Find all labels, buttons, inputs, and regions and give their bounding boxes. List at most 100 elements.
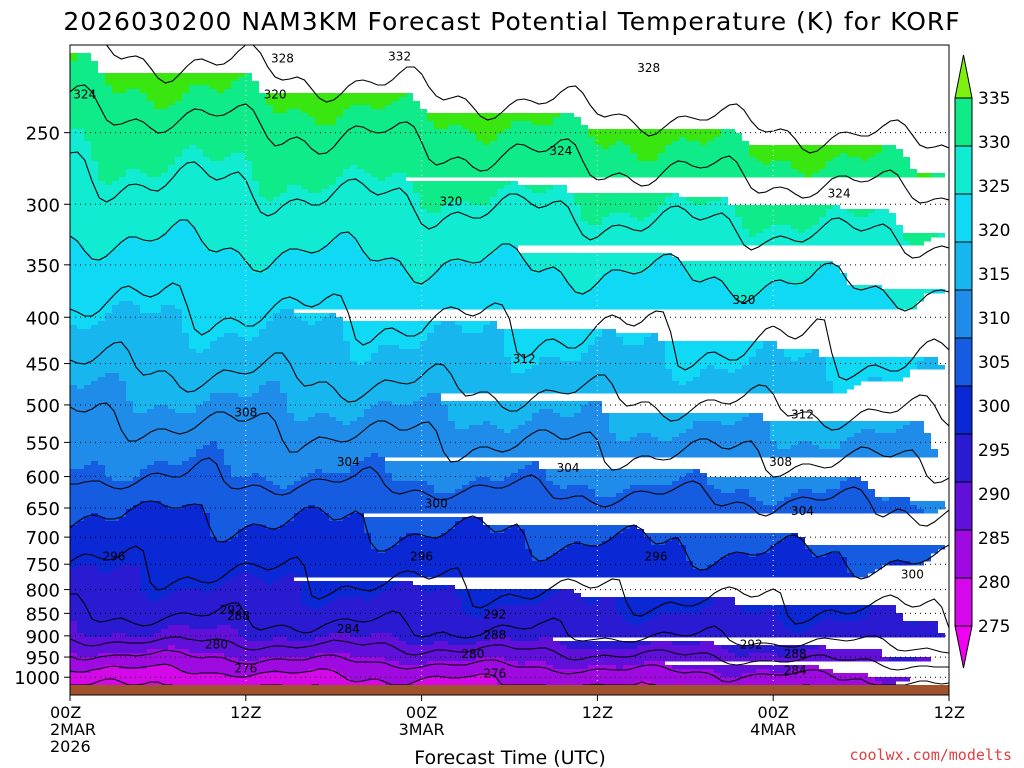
colorbar-label: 320	[978, 221, 1010, 241]
x-axis-label: Forecast Time (UTC)	[414, 747, 605, 768]
contour-line-276	[70, 678, 319, 685]
gridlines	[70, 45, 949, 685]
contour-line-308	[70, 402, 949, 484]
contour-label: 312	[513, 352, 536, 366]
contour-line-296	[70, 545, 949, 629]
contour-label: 304	[791, 504, 814, 518]
y-tick-label: 550	[26, 433, 60, 454]
contour-label: 284	[337, 622, 360, 636]
contour-line-324	[70, 151, 949, 259]
colorbar-label: 335	[978, 89, 1010, 109]
contour-label: 292	[220, 603, 243, 617]
colorbar-label: 305	[978, 353, 1010, 373]
y-tick-label: 900	[26, 627, 60, 648]
x-tick-label: 00Z	[758, 703, 789, 722]
credit-text: coolwx.com/modelts	[849, 746, 1012, 764]
contour-line-288	[70, 636, 949, 671]
colorbar-bin	[954, 481, 973, 531]
y-tick-label: 1000	[14, 668, 60, 689]
y-tick-label: 350	[26, 256, 60, 277]
colorbar-bin	[954, 289, 973, 339]
contour-labels: 328 332 328 324 320 324 320 324 320 312 308 312 304 3…	[73, 50, 924, 681]
contour-label: 276	[483, 666, 506, 680]
x-tick-label: 12Z	[582, 703, 613, 722]
filled-field	[70, 53, 945, 685]
contour-label: 284	[784, 663, 807, 677]
contour-label: 276	[234, 661, 257, 675]
contour-label: 308	[234, 406, 257, 420]
colorbar-bin	[954, 385, 973, 435]
x-tick-label: 12Z	[230, 703, 261, 722]
colorbar-label: 275	[978, 617, 1010, 637]
colorbar-bin	[954, 529, 973, 579]
colorbar-bin	[954, 241, 973, 291]
contour-line-284	[70, 649, 949, 685]
colorbar-bin	[954, 433, 973, 483]
contour-line-280	[70, 663, 810, 685]
contour-line-316	[70, 282, 949, 381]
contour-label: 288	[227, 609, 250, 623]
contour-label: 324	[828, 187, 851, 201]
y-tick-label: 250	[26, 124, 60, 145]
colorbar-bin	[954, 145, 973, 195]
y-axis: 2503003504004505005506006507007508008509…	[14, 124, 70, 689]
contour-line-312	[70, 341, 949, 431]
contour-line-320	[70, 219, 949, 312]
y-tick-label: 300	[26, 195, 60, 216]
contour-label: 308	[769, 455, 792, 469]
contour-line-292	[70, 593, 949, 654]
contour-label: 292	[740, 637, 763, 651]
contour-label: 296	[102, 549, 125, 563]
x-tick-label: 00Z	[50, 703, 81, 722]
contour-line-300	[70, 500, 949, 580]
colorbar-label: 325	[978, 177, 1010, 197]
y-tick-label: 400	[26, 308, 60, 329]
colorbar-bottom-arrow	[954, 625, 973, 669]
x-tick-label: 4MAR	[750, 720, 796, 739]
chart-title: 2026030200 NAM3KM Forecast Potential Tem…	[63, 7, 960, 36]
colorbar-label: 280	[978, 573, 1010, 593]
colorbar-label: 285	[978, 529, 1010, 549]
contour-label: 296	[410, 549, 433, 563]
colorbar-bin	[954, 193, 973, 243]
contour-label: 312	[791, 407, 814, 421]
colorbar-label: 300	[978, 397, 1010, 417]
x-tick-label: 3MAR	[399, 720, 445, 739]
contour-label: 292	[483, 607, 506, 621]
colorbar-top-arrow	[954, 54, 973, 99]
colorbar-bin	[954, 97, 973, 147]
colorbar-label: 310	[978, 309, 1010, 329]
contour-label: 332	[388, 50, 411, 64]
plot-frame	[69, 44, 950, 696]
contour-label: 280	[205, 637, 228, 651]
colorbar-label: 295	[978, 441, 1010, 461]
contour-label: 328	[271, 52, 294, 66]
colorbar-label: 330	[978, 133, 1010, 153]
contour-label: 324	[73, 88, 96, 102]
colorbar-bin	[954, 577, 973, 627]
colorbar: 335 330 325 320 315 310 305 300 295 290 285 280 275	[954, 54, 1010, 669]
contour-label: 300	[425, 497, 448, 511]
contour-label: 324	[549, 144, 572, 158]
y-tick-label: 750	[26, 555, 60, 576]
ground-strip	[70, 685, 949, 695]
contour-line-332	[70, 45, 949, 154]
x-tick-label: 12Z	[934, 703, 965, 722]
y-tick-label: 500	[26, 396, 60, 417]
plot-area: 328 332 328 324 320 324 320 324 320 312 308 312 304 3…	[70, 45, 949, 685]
y-tick-label: 450	[26, 355, 60, 376]
colorbar-label: 315	[978, 265, 1010, 285]
y-tick-label: 950	[26, 648, 60, 669]
colorbar-label: 290	[978, 485, 1010, 505]
contour-label: 300	[901, 568, 924, 582]
colorbar-bin	[954, 337, 973, 387]
y-tick-label: 850	[26, 604, 60, 625]
y-tick-label: 600	[26, 468, 60, 489]
contour-label: 288	[784, 647, 807, 661]
contour-label: 304	[337, 455, 360, 469]
contour-label: 320	[732, 293, 755, 307]
contour-label: 320	[439, 195, 462, 209]
contour-label: 288	[483, 628, 506, 642]
